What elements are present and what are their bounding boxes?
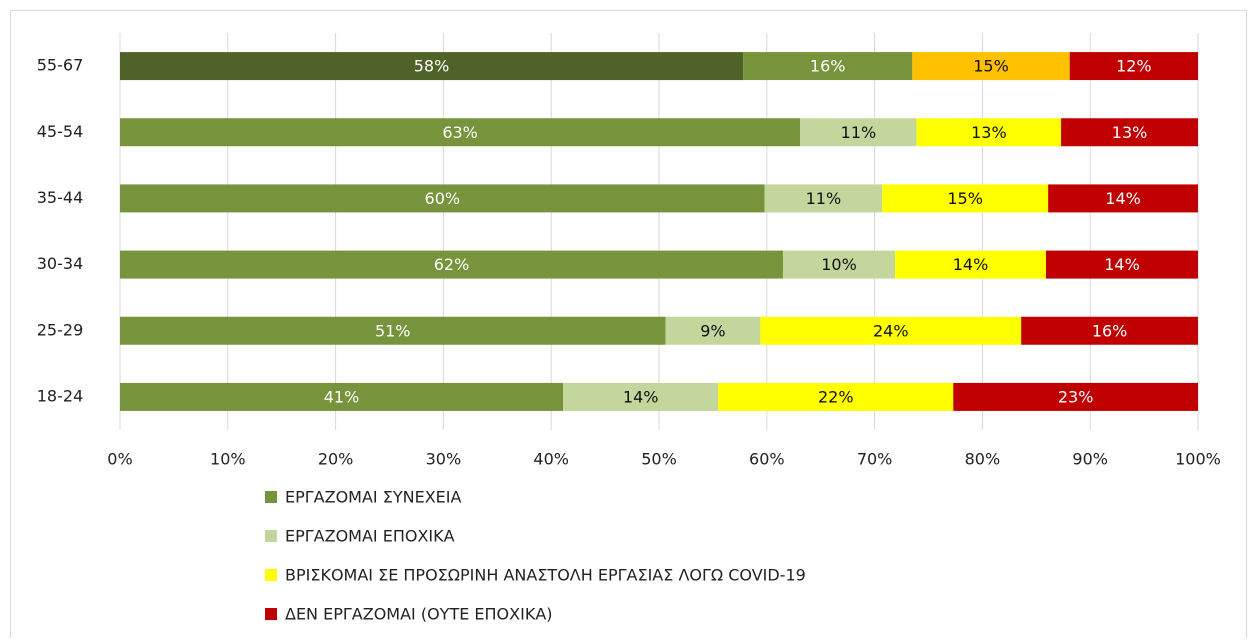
- data-label: 24%: [873, 321, 909, 340]
- data-label: 16%: [1092, 321, 1128, 340]
- bar-segment: [882, 184, 1049, 213]
- legend-label: ΒΡΙΣΚΟΜΑΙ ΣΕ ΠΡΟΣΩΡΙΝΗ ΑΝΑΣΤΟΛΗ ΕΡΓΑΣΙΑΣ…: [285, 566, 806, 585]
- data-label: 15%: [947, 189, 983, 208]
- data-label: 14%: [953, 255, 989, 274]
- legend-label: ΕΡΓΑΖΟΜΑΙ ΕΠΟΧΙΚΑ: [285, 527, 455, 546]
- data-label: 9%: [700, 321, 725, 340]
- x-tick-label: 0%: [107, 450, 132, 469]
- data-label: 58%: [414, 57, 450, 76]
- x-tick-label: 100%: [1175, 450, 1221, 469]
- data-label: 16%: [810, 57, 846, 76]
- data-label: 23%: [1058, 387, 1094, 406]
- data-label: 15%: [973, 57, 1009, 76]
- legend-swatch: [265, 491, 277, 503]
- legend-label: ΕΡΓΑΖΟΜΑΙ ΣΥΝΕΧΕΙΑ: [285, 488, 461, 507]
- bar-segment: [912, 52, 1070, 81]
- data-label: 51%: [375, 321, 411, 340]
- y-tick-label: 45-54: [37, 122, 84, 141]
- data-label: 62%: [434, 255, 470, 274]
- data-label: 63%: [442, 123, 478, 142]
- bar-segment: [1069, 52, 1198, 81]
- bar-segment: [895, 250, 1047, 279]
- bar-segment: [782, 250, 896, 279]
- bar-segment: [120, 382, 564, 411]
- bar-segment: [916, 118, 1062, 147]
- data-label: 12%: [1116, 57, 1152, 76]
- y-tick-label: 30-34: [37, 254, 84, 273]
- bar-segment: [800, 118, 917, 147]
- x-tick-label: 10%: [210, 450, 246, 469]
- data-label: 60%: [425, 189, 461, 208]
- y-tick-label: 35-44: [37, 188, 84, 207]
- bar-segment: [665, 316, 761, 345]
- x-tick-label: 80%: [965, 450, 1001, 469]
- bar-segment: [760, 316, 1022, 345]
- data-label: 11%: [806, 189, 842, 208]
- bar-segment: [743, 52, 913, 81]
- data-label: 13%: [1112, 123, 1148, 142]
- bar-segment: [1048, 184, 1198, 213]
- x-tick-label: 90%: [1072, 450, 1108, 469]
- bar-segment: [1046, 250, 1198, 279]
- legend-label: ΔΕΝ ΕΡΓΑΖΟΜΑΙ (ΟΥΤΕ ΕΠΟΧΙΚΑ): [285, 605, 553, 624]
- bar-segment: [120, 52, 744, 81]
- bar-segment: [1021, 316, 1198, 345]
- bar-segment: [764, 184, 883, 213]
- x-tick-label: 70%: [857, 450, 893, 469]
- data-label: 10%: [821, 255, 857, 274]
- x-tick-label: 60%: [749, 450, 785, 469]
- x-tick-label: 50%: [641, 450, 677, 469]
- legend-swatch: [265, 569, 277, 581]
- bar-segment: [563, 382, 719, 411]
- x-tick-label: 20%: [318, 450, 354, 469]
- data-label: 13%: [971, 123, 1007, 142]
- data-label: 22%: [818, 387, 854, 406]
- bar-segment: [120, 316, 666, 345]
- data-label: 41%: [324, 387, 360, 406]
- bar-segment: [120, 184, 765, 213]
- data-label: 14%: [623, 387, 659, 406]
- bar-segment: [120, 250, 783, 279]
- bar-segment: [953, 382, 1198, 411]
- bar-segment: [120, 118, 801, 147]
- y-tick-label: 18-24: [37, 386, 84, 405]
- data-label: 14%: [1104, 255, 1140, 274]
- bar-segment: [718, 382, 954, 411]
- data-label: 14%: [1105, 189, 1141, 208]
- x-tick-label: 30%: [426, 450, 462, 469]
- y-tick-label: 25-29: [37, 320, 84, 339]
- x-tick-label: 40%: [533, 450, 569, 469]
- legend-swatch: [265, 608, 277, 620]
- bar-segment: [1061, 118, 1198, 147]
- data-label: 11%: [841, 123, 877, 142]
- legend-swatch: [265, 530, 277, 542]
- y-tick-label: 55-67: [37, 56, 84, 75]
